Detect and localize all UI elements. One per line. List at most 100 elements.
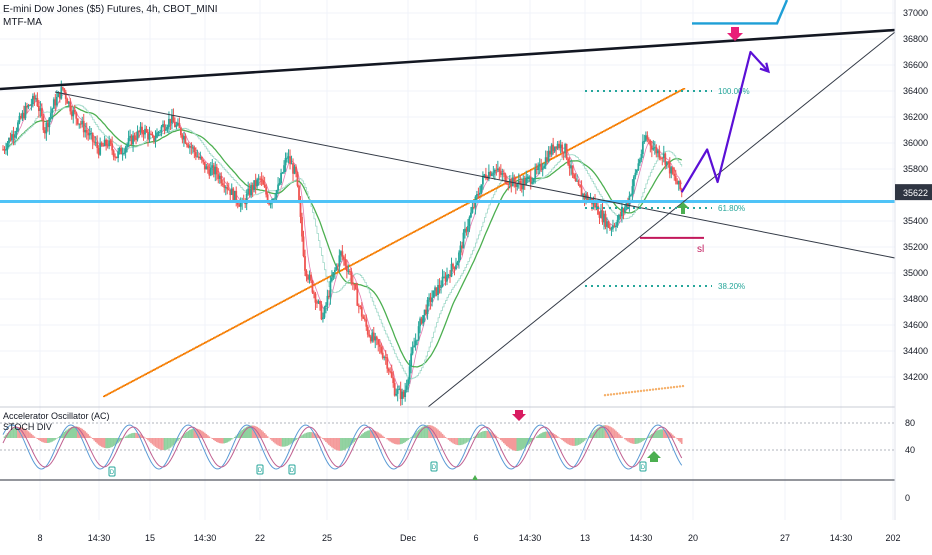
fib-level-label: 100.00% [718, 87, 750, 96]
candle-body [431, 298, 433, 302]
ac-bar [93, 438, 95, 441]
candle-body [173, 116, 175, 123]
ac-bar [192, 429, 194, 438]
candle-body [531, 182, 533, 184]
ac-bar [98, 438, 100, 445]
ac-bar [388, 438, 390, 441]
ac-bar [614, 429, 616, 438]
stoch-div-title: STOCH DIV [3, 422, 52, 432]
ac-bar [306, 433, 308, 438]
indicator-label-mtf-ma[interactable]: MTF-MA [3, 16, 218, 29]
ac-bar [404, 438, 406, 442]
ac-bar [38, 438, 40, 440]
candle-body [463, 233, 465, 249]
candle-body [542, 168, 544, 170]
time-tick-label: 14:30 [194, 533, 217, 543]
ac-bar [406, 438, 408, 441]
candle-body [359, 306, 361, 307]
ac-bar [234, 437, 236, 438]
ac-bar [615, 431, 617, 438]
ac-bar [516, 438, 518, 451]
candle-body [280, 173, 282, 183]
ac-bar [283, 438, 285, 447]
candle-body [261, 179, 263, 180]
ac-bar [451, 438, 453, 442]
candle-body [279, 183, 281, 184]
ac-bar [132, 433, 134, 438]
ac-bar [52, 438, 54, 442]
candle-body [482, 176, 484, 184]
ac-bar [624, 438, 626, 439]
candle-body [355, 284, 357, 289]
candle-body [525, 178, 527, 185]
ma-orange-dot [616, 393, 618, 395]
candle-body [388, 369, 390, 372]
candle-body [324, 307, 326, 317]
ac-bar [679, 438, 681, 442]
ac-bar [277, 438, 279, 445]
ac-bar [463, 438, 465, 444]
candle-body [75, 112, 77, 118]
candle-body [457, 262, 459, 265]
ac-bar [46, 438, 48, 443]
ac-bar [626, 438, 628, 440]
ac-bar [55, 438, 57, 440]
ac-bar [147, 438, 149, 440]
ma-orange-dot [622, 392, 624, 394]
ac-bar [152, 438, 154, 444]
candle-body [334, 270, 336, 272]
ac-bar [90, 437, 92, 438]
candle-body [392, 377, 394, 383]
ma-orange-dot [607, 394, 609, 396]
candle-body [344, 259, 346, 265]
candle-body [41, 108, 43, 116]
candle-body [63, 88, 65, 92]
candle-body [17, 122, 19, 130]
ac-bar [86, 433, 88, 438]
ac-bar [513, 438, 515, 451]
candle-body [123, 153, 125, 154]
ac-bar [576, 438, 578, 445]
candle-body [418, 326, 420, 340]
price-tick-label: 36000 [903, 138, 928, 148]
time-tick-label: 14:30 [88, 533, 111, 543]
price-tick-label: 34200 [903, 372, 928, 382]
ac-bar [452, 438, 454, 443]
candle-body [611, 229, 613, 230]
candle-body [382, 353, 384, 358]
ac-bar [289, 438, 291, 444]
candle-body [265, 187, 267, 194]
candle-body [56, 97, 58, 106]
ac-bar [659, 430, 661, 438]
ac-bar [168, 438, 170, 449]
candle-body [134, 135, 136, 139]
ac-bar [560, 438, 562, 439]
ac-bar [485, 431, 487, 438]
ac-bar [307, 432, 309, 438]
price-axis[interactable]: 3700036800366003640036200360003580035400… [895, 0, 932, 520]
symbol-title[interactable]: E-mini Dow Jones ($5) Futures, 4h, CBOT_… [3, 3, 218, 16]
ac-bar [629, 438, 631, 442]
candle-body [446, 275, 448, 282]
drawings[interactable]: 100.00%61.80%38.20%sl [0, 0, 895, 407]
candle-body [322, 318, 324, 320]
candle-body [321, 304, 323, 319]
osc-small-up-marker-icon [472, 475, 478, 480]
candle-body [416, 340, 418, 341]
candle-body [481, 184, 483, 192]
ac-bar [156, 438, 158, 448]
candle-body [352, 282, 354, 284]
price-tick-label: 35400 [903, 216, 928, 226]
candle-body [422, 315, 424, 323]
candle-body [409, 366, 411, 379]
ac-bar [146, 438, 148, 439]
ac-bar [87, 434, 89, 438]
ac-bar [111, 438, 113, 447]
candle-body [406, 386, 408, 390]
ac-bar [566, 438, 568, 443]
ma-orange-dot [649, 389, 651, 391]
